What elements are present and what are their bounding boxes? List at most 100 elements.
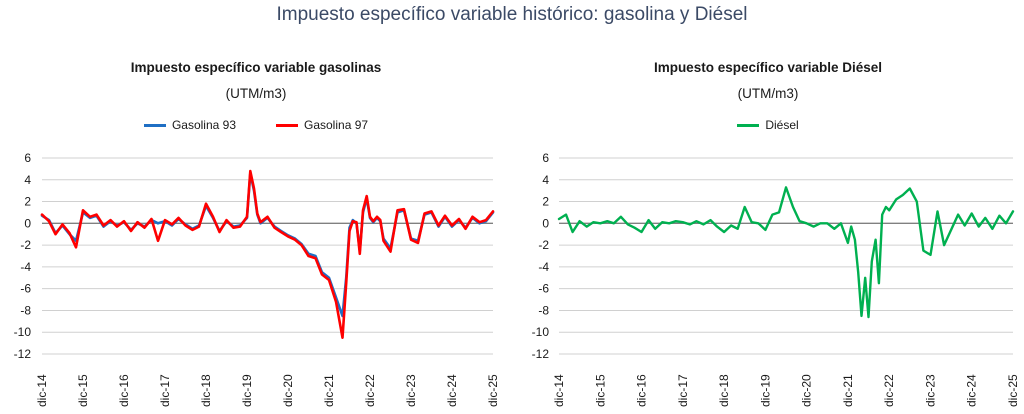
y-tick-label: 4 [542, 173, 549, 187]
legend-item-gasolina-93: Gasolina 93 [143, 118, 236, 132]
data-point [916, 201, 918, 203]
data-point [857, 272, 859, 274]
y-tick-label: -2 [20, 238, 31, 252]
data-point [682, 221, 684, 223]
data-point [957, 214, 959, 216]
data-point [205, 203, 207, 205]
data-point [930, 254, 932, 256]
data-point [410, 239, 412, 241]
data-point [689, 224, 691, 226]
data-point [75, 247, 77, 249]
data-point [253, 188, 255, 190]
y-tick-label: 2 [24, 195, 31, 209]
x-tick-label: dic-19 [758, 374, 772, 407]
y-tick-label: 4 [24, 173, 31, 187]
data-point [212, 216, 214, 218]
y-tick-label: -10 [14, 325, 32, 339]
data-point [607, 220, 609, 222]
x-tick-label: dic-22 [363, 374, 377, 407]
data-point [943, 244, 945, 246]
data-point [772, 214, 774, 216]
data-point [861, 315, 863, 317]
gasolinas-chart-panel: Impuesto específico variable gasolinas (… [0, 55, 512, 414]
data-point [558, 218, 560, 220]
data-point [257, 213, 259, 215]
data-point [579, 220, 581, 222]
data-point [144, 227, 146, 229]
page-title: Impuesto específico variable histórico: … [276, 4, 748, 25]
data-point [335, 301, 337, 303]
data-point [950, 229, 952, 231]
legend-label: Gasolina 93 [171, 118, 236, 132]
data-point [723, 231, 725, 233]
data-point [308, 255, 310, 257]
data-point [675, 220, 677, 222]
data-point [850, 226, 852, 228]
data-point [971, 213, 973, 215]
x-tick-label: dic-17 [158, 374, 172, 407]
legend-swatch-diesel [737, 123, 760, 127]
data-point [465, 228, 467, 230]
legend-item-diesel: Diésel [737, 118, 799, 132]
x-tick-label: dic-25 [1006, 374, 1020, 407]
data-point [820, 223, 822, 225]
diesel-chart-panel: Impuesto específico variable Diésel (UTM… [512, 55, 1024, 414]
data-point [758, 223, 760, 225]
y-tick-label: -6 [20, 282, 31, 296]
data-point [871, 261, 873, 263]
data-point [321, 274, 323, 276]
x-tick-label: dic-14 [35, 374, 49, 407]
data-point [359, 253, 361, 255]
data-point [648, 219, 650, 221]
data-point [744, 206, 746, 208]
x-tick-label: dic-20 [800, 374, 814, 407]
data-point [716, 226, 718, 228]
x-tick-label: dic-15 [76, 374, 90, 407]
x-tick-label: dic-23 [404, 374, 418, 407]
data-point [668, 223, 670, 225]
data-point [620, 216, 622, 218]
chart-subtitle: (UTM/m3) [737, 86, 799, 101]
y-tick-label: -4 [538, 260, 549, 274]
data-point [352, 220, 354, 222]
y-tick-label: 6 [542, 151, 549, 165]
data-point [178, 217, 180, 219]
series-line-gasolina-93 [40, 171, 495, 318]
data-point [840, 223, 842, 225]
data-point [431, 211, 433, 213]
data-point [157, 240, 159, 242]
data-point [280, 231, 282, 233]
data-point [593, 221, 595, 223]
data-point [854, 239, 856, 241]
data-point [48, 220, 50, 222]
data-point [376, 216, 378, 218]
data-point [613, 223, 615, 225]
y-tick-label: -8 [20, 303, 31, 317]
data-point [778, 212, 780, 214]
data-point [765, 229, 767, 231]
data-point [267, 216, 269, 218]
data-point [294, 239, 296, 241]
x-tick-label: dic-19 [240, 374, 254, 407]
chart-title: Impuesto específico variable gasolinas [130, 60, 382, 75]
data-point [1012, 211, 1014, 213]
x-tick-label: dic-24 [965, 374, 979, 407]
data-point [902, 194, 904, 196]
data-point [895, 199, 897, 201]
data-point [799, 220, 801, 222]
series-line-di-sel [557, 186, 1015, 319]
data-point [130, 230, 132, 232]
data-point [472, 216, 474, 218]
data-point [151, 218, 153, 220]
x-tick-label: dic-23 [923, 374, 937, 407]
data-point [390, 251, 392, 253]
data-point [444, 215, 446, 217]
data-point [185, 225, 187, 227]
data-point [565, 214, 567, 216]
data-point [366, 195, 368, 197]
data-point [451, 225, 453, 227]
data-point [369, 216, 371, 218]
data-point [737, 228, 739, 230]
y-tick-label: -12 [14, 347, 32, 361]
